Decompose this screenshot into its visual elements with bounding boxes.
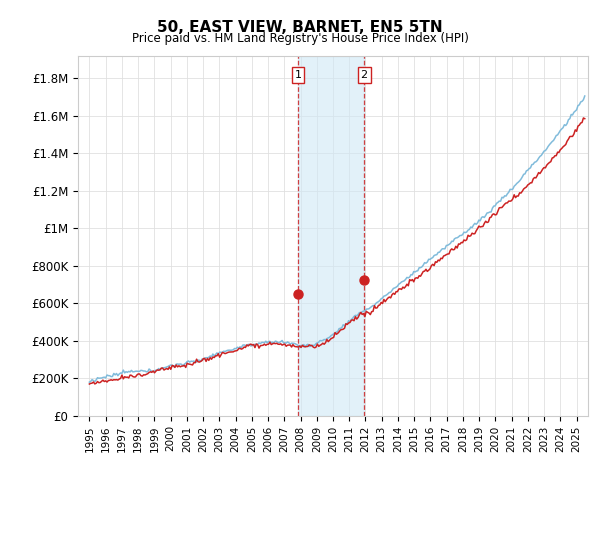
Text: 1: 1: [295, 70, 302, 80]
Text: 50, EAST VIEW, BARNET, EN5 5TN: 50, EAST VIEW, BARNET, EN5 5TN: [157, 20, 443, 35]
Text: Price paid vs. HM Land Registry's House Price Index (HPI): Price paid vs. HM Land Registry's House …: [131, 32, 469, 45]
Bar: [298, 56, 364, 416]
Text: 2: 2: [361, 70, 368, 80]
